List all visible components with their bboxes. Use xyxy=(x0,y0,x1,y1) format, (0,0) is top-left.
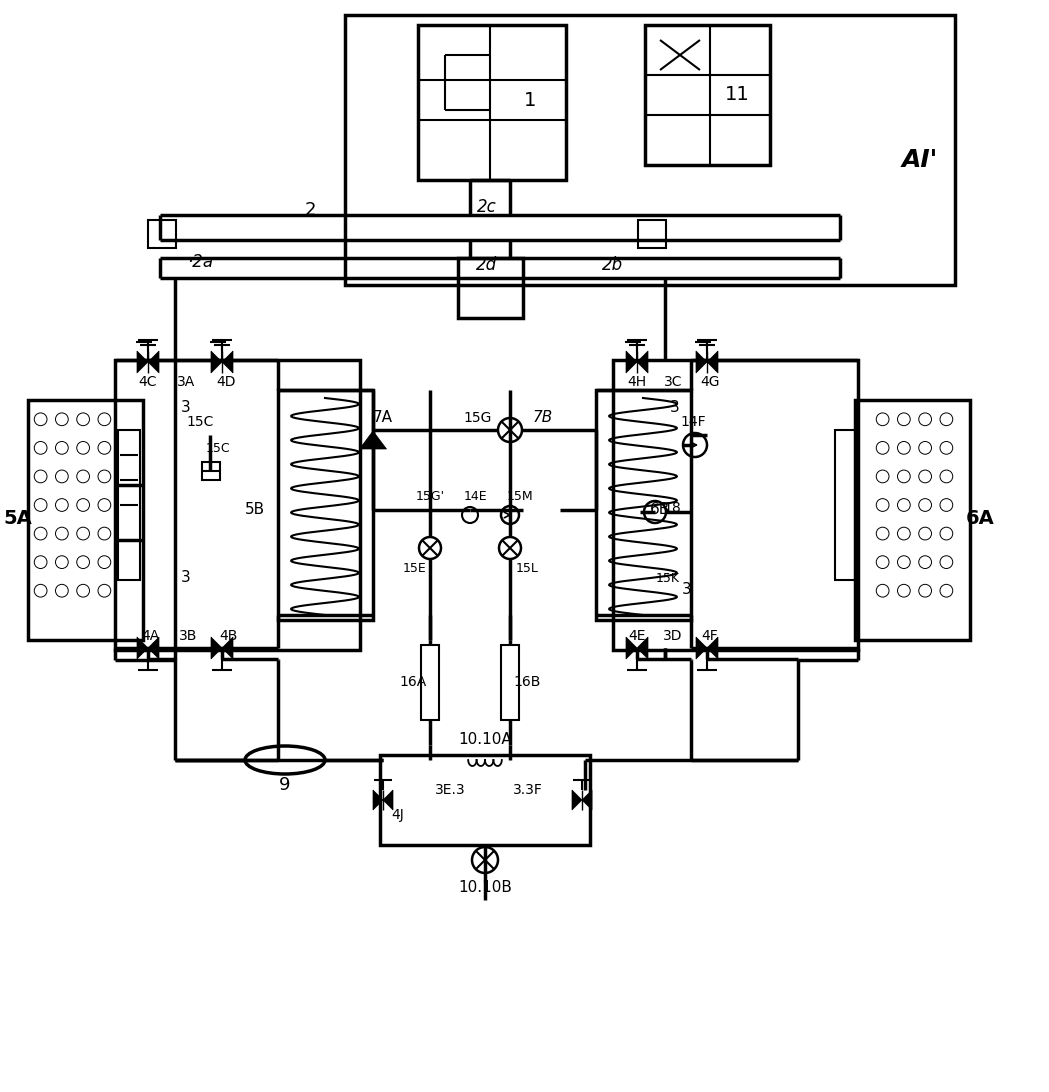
Text: 4B: 4B xyxy=(219,629,237,643)
Polygon shape xyxy=(637,351,648,373)
Text: 3C: 3C xyxy=(664,375,682,389)
Text: 16A: 16A xyxy=(400,675,427,689)
Polygon shape xyxy=(222,351,233,373)
Bar xyxy=(613,360,858,650)
Text: 7B: 7B xyxy=(533,411,553,426)
Text: 2: 2 xyxy=(304,201,316,219)
Text: 3.3F: 3.3F xyxy=(513,783,543,797)
Bar xyxy=(117,430,140,580)
Text: 15K: 15K xyxy=(656,571,680,584)
Text: 4J: 4J xyxy=(391,808,404,822)
Text: 3A: 3A xyxy=(177,375,195,389)
Text: 18: 18 xyxy=(663,501,681,515)
Polygon shape xyxy=(582,790,592,810)
Text: 9: 9 xyxy=(279,776,291,794)
Text: 10.10B: 10.10B xyxy=(458,880,512,895)
Text: 15G': 15G' xyxy=(415,490,445,503)
Text: 15G: 15G xyxy=(464,411,492,425)
Text: 3: 3 xyxy=(181,401,191,415)
Polygon shape xyxy=(137,351,148,373)
Text: 1: 1 xyxy=(523,91,536,109)
Bar xyxy=(855,400,970,640)
Polygon shape xyxy=(360,431,386,449)
Polygon shape xyxy=(626,637,637,658)
Bar xyxy=(458,258,523,318)
Text: 6B: 6B xyxy=(650,502,670,518)
Polygon shape xyxy=(148,637,159,658)
Text: 2d: 2d xyxy=(476,256,497,274)
Polygon shape xyxy=(707,351,718,373)
Text: 14E: 14E xyxy=(464,490,487,503)
Text: 15L: 15L xyxy=(515,561,538,574)
Polygon shape xyxy=(137,637,148,658)
Text: 6A: 6A xyxy=(966,509,994,527)
Text: 4F: 4F xyxy=(702,629,719,643)
Text: 5A: 5A xyxy=(3,509,33,527)
Text: 7A: 7A xyxy=(373,411,393,426)
Text: AI': AI' xyxy=(902,149,938,173)
Text: 3: 3 xyxy=(670,401,680,415)
Text: 3: 3 xyxy=(682,582,692,597)
Text: 14F: 14F xyxy=(680,415,706,429)
Text: 15E: 15E xyxy=(403,561,427,574)
Bar xyxy=(115,360,360,650)
Text: ·2a: ·2a xyxy=(187,253,213,271)
Bar xyxy=(421,645,438,720)
Text: 4D: 4D xyxy=(216,375,236,389)
Polygon shape xyxy=(148,351,159,373)
Text: 11: 11 xyxy=(725,85,749,105)
Polygon shape xyxy=(222,637,233,658)
Bar xyxy=(501,645,519,720)
Bar xyxy=(645,25,770,165)
Bar xyxy=(202,462,220,480)
Polygon shape xyxy=(695,351,707,373)
Text: 3B: 3B xyxy=(178,629,197,643)
Text: 4H: 4H xyxy=(627,375,646,389)
Polygon shape xyxy=(572,790,582,810)
Bar xyxy=(638,219,666,248)
Text: 3: 3 xyxy=(181,570,191,585)
Bar xyxy=(418,25,566,180)
Bar xyxy=(345,15,955,285)
Text: 4E: 4E xyxy=(628,629,646,643)
Text: 4C: 4C xyxy=(138,375,157,389)
Text: 2c: 2c xyxy=(477,198,497,216)
Text: 4A: 4A xyxy=(141,629,159,643)
Text: 15M: 15M xyxy=(507,490,533,503)
Text: 15C: 15C xyxy=(206,441,231,454)
Polygon shape xyxy=(383,790,393,810)
Text: 16B: 16B xyxy=(513,675,540,689)
Text: 10.10A: 10.10A xyxy=(458,733,512,748)
Text: 15C: 15C xyxy=(187,415,214,429)
Text: 3D: 3D xyxy=(663,629,683,643)
Polygon shape xyxy=(626,351,637,373)
Polygon shape xyxy=(637,637,648,658)
Bar xyxy=(835,430,857,580)
Polygon shape xyxy=(695,637,707,658)
Bar xyxy=(148,219,176,248)
Text: 2b: 2b xyxy=(601,256,622,274)
Text: 3E.3: 3E.3 xyxy=(434,783,466,797)
Text: 5B: 5B xyxy=(244,502,265,518)
Bar xyxy=(28,400,143,640)
Polygon shape xyxy=(211,351,222,373)
Text: 4G: 4G xyxy=(701,375,720,389)
Bar xyxy=(380,755,590,845)
Polygon shape xyxy=(707,637,718,658)
Bar xyxy=(596,390,691,620)
Polygon shape xyxy=(211,637,222,658)
Polygon shape xyxy=(373,790,383,810)
Bar xyxy=(278,390,373,620)
